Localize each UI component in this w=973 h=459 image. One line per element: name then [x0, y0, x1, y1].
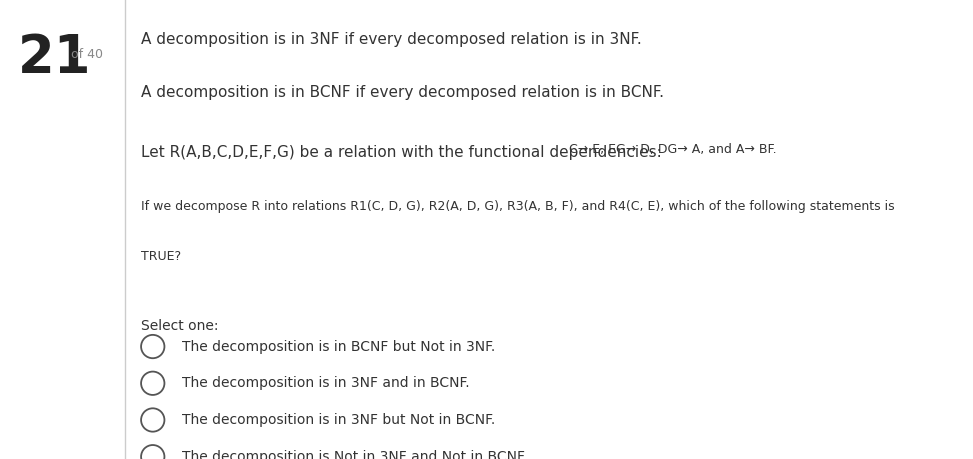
Text: The decomposition is in BCNF but Not in 3NF.: The decomposition is in BCNF but Not in … [182, 340, 495, 353]
Text: C→ E, EG→ D, DG→ A, and A→ BF.: C→ E, EG→ D, DG→ A, and A→ BF. [561, 143, 777, 156]
Text: Select one:: Select one: [141, 319, 219, 333]
Text: If we decompose R into relations R1(C, D, G), R2(A, D, G), R3(A, B, F), and R4(C: If we decompose R into relations R1(C, D… [141, 200, 895, 213]
Text: Let R(A,B,C,D,E,F,G) be a relation with the functional dependencies:: Let R(A,B,C,D,E,F,G) be a relation with … [141, 145, 662, 160]
Text: The decomposition is in 3NF and in BCNF.: The decomposition is in 3NF and in BCNF. [182, 376, 470, 390]
Text: TRUE?: TRUE? [141, 250, 181, 263]
Text: of 40: of 40 [71, 48, 103, 61]
Text: The decomposition is Not in 3NF and Not in BCNF.: The decomposition is Not in 3NF and Not … [182, 450, 527, 459]
Text: A decomposition is in 3NF if every decomposed relation is in 3NF.: A decomposition is in 3NF if every decom… [141, 32, 642, 47]
Text: 21: 21 [18, 32, 91, 84]
Text: The decomposition is in 3NF but Not in BCNF.: The decomposition is in 3NF but Not in B… [182, 413, 495, 427]
Text: A decomposition is in BCNF if every decomposed relation is in BCNF.: A decomposition is in BCNF if every deco… [141, 85, 665, 100]
